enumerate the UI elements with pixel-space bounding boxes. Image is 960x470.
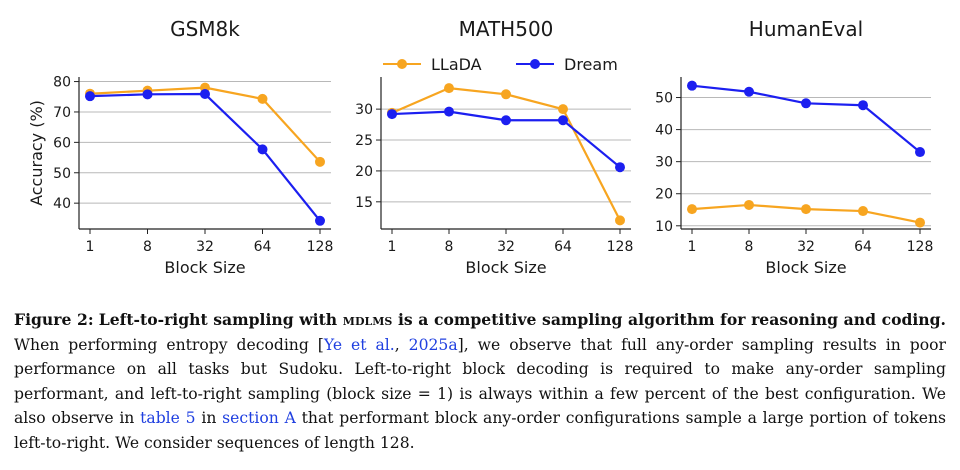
y-tick-label: 70 xyxy=(53,105,71,121)
table-5-link[interactable]: table 5 xyxy=(140,409,196,428)
y-axis-label: Accuracy (%) xyxy=(27,100,46,206)
data-point-dream xyxy=(501,115,511,126)
data-point-dream xyxy=(444,106,454,117)
chart-panel-3: 10 20 30 40 50 1 8 32 64 128 HumanEval Block Size xyxy=(655,17,933,277)
y-tick-label: 50 xyxy=(655,91,673,107)
y-tick-label: 10 xyxy=(655,219,673,235)
caption-text-3: in xyxy=(195,409,223,428)
x-tick-label: 128 xyxy=(307,239,334,255)
x-tick-label: 8 xyxy=(143,239,152,255)
data-point-llada xyxy=(558,104,568,115)
chart-legend: LLaDA Dream xyxy=(383,55,618,74)
x-tick-label: 32 xyxy=(497,239,515,255)
series-line-dream xyxy=(691,84,921,153)
y-tick-label: 80 xyxy=(53,75,71,91)
caption-text-4: that performant block any-order configur… xyxy=(14,409,946,452)
data-point-dream xyxy=(257,144,268,155)
data-point-llada xyxy=(801,204,811,215)
x-axis-label: Block Size xyxy=(465,258,546,277)
data-point-dream xyxy=(200,89,210,100)
figure-charts: 40 50 60 70 80 1 8 32 64 128 GSM8k Block Size Accura… xyxy=(27,17,933,277)
y-tick-label: 40 xyxy=(53,196,71,212)
chart-panel-1: 40 50 60 70 80 1 8 32 64 128 GSM8k Block Size Accura… xyxy=(27,17,333,277)
data-point-llada xyxy=(687,204,697,215)
caption-bold-pre: Left-to-right sampling with xyxy=(98,310,343,329)
caption-label: Figure 2: xyxy=(14,310,94,329)
series-line-dream xyxy=(89,92,321,222)
data-point-llada xyxy=(744,199,754,210)
data-point-dream xyxy=(858,100,868,111)
data-point-llada xyxy=(501,89,511,100)
caption-text-1: When performing entropy decoding [ xyxy=(14,335,324,354)
citation-separator: , xyxy=(394,335,409,354)
data-point-llada xyxy=(858,206,868,217)
section-a-link[interactable]: section A xyxy=(222,409,296,428)
data-point-llada xyxy=(257,93,268,104)
caption-bold-post: is a competitive sampling algorithm for … xyxy=(392,310,946,329)
y-tick-label: 25 xyxy=(355,133,373,149)
y-tick-label: 15 xyxy=(355,195,373,211)
x-tick-label: 1 xyxy=(86,239,95,255)
x-tick-label: 1 xyxy=(688,239,697,255)
data-point-llada xyxy=(615,215,625,226)
x-tick-label: 8 xyxy=(745,239,754,255)
x-tick-label: 64 xyxy=(854,239,872,255)
x-axis-label: Block Size xyxy=(164,258,245,277)
data-point-dream xyxy=(915,147,925,158)
x-tick-label: 128 xyxy=(907,239,934,255)
x-tick-label: 64 xyxy=(254,239,272,255)
data-point-dream xyxy=(315,215,325,226)
data-point-dream xyxy=(801,98,811,109)
x-tick-label: 32 xyxy=(797,239,815,255)
citation-year-link[interactable]: 2025a xyxy=(408,335,458,354)
chart-title: MATH500 xyxy=(459,17,554,41)
data-point-dream xyxy=(558,115,568,126)
legend-dream-marker xyxy=(530,59,540,69)
x-tick-label: 64 xyxy=(554,239,572,255)
citation-author-link[interactable]: Ye et al. xyxy=(323,335,395,354)
data-point-dream xyxy=(142,89,153,100)
x-tick-label: 1 xyxy=(388,239,397,255)
data-point-llada xyxy=(315,156,325,167)
y-tick-label: 40 xyxy=(655,123,673,139)
y-tick-label: 20 xyxy=(355,164,373,180)
y-tick-label: 60 xyxy=(53,135,71,151)
legend-llada-label: LLaDA xyxy=(431,55,482,74)
data-point-dream xyxy=(744,86,754,97)
caption-smallcaps: mdlms xyxy=(342,310,393,329)
chart-title: HumanEval xyxy=(749,17,863,41)
caption-text-2: ], we observe that full any-order sampli… xyxy=(14,335,946,428)
data-point-llada xyxy=(444,83,454,94)
y-tick-label: 30 xyxy=(655,155,673,171)
chart-title: GSM8k xyxy=(170,17,240,41)
x-tick-label: 128 xyxy=(607,239,634,255)
data-point-dream xyxy=(387,109,397,120)
data-point-dream xyxy=(687,80,697,91)
y-tick-label: 50 xyxy=(53,166,71,182)
x-tick-label: 8 xyxy=(445,239,454,255)
legend-llada-marker xyxy=(397,59,407,69)
x-axis-label: Block Size xyxy=(765,258,846,277)
x-tick-label: 32 xyxy=(196,239,214,255)
y-tick-label: 20 xyxy=(655,187,673,203)
figure-caption: Figure 2: Left-to-right sampling with md… xyxy=(14,308,946,456)
data-point-dream xyxy=(85,91,95,102)
data-point-dream xyxy=(615,162,625,173)
series-line-llada xyxy=(391,87,621,221)
data-point-llada xyxy=(915,217,925,228)
y-tick-label: 30 xyxy=(355,102,373,118)
legend-dream-label: Dream xyxy=(564,55,618,74)
chart-panel-2: 15 20 25 30 1 8 32 64 128 MATH500 Block Size xyxy=(355,17,633,277)
